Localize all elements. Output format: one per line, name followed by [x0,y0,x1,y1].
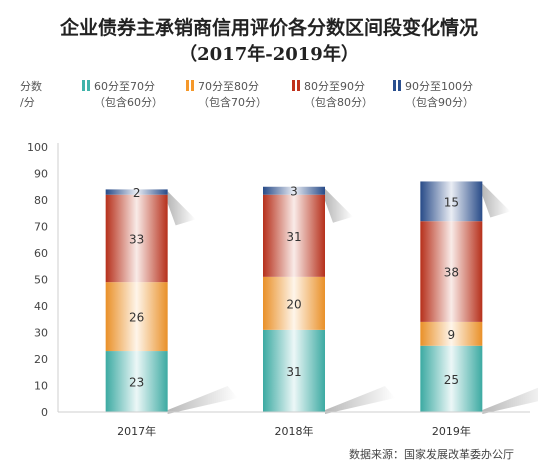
bar-segment [420,345,483,412]
y-tick-label: 50 [34,274,48,287]
chart-title: 企业债券主承销商信用评价各分数区间段变化情况 [59,16,478,39]
legend-note: （包含80分） [304,95,373,109]
legend-swatch [393,80,396,91]
data-label: 9 [448,328,456,342]
bar-top-shadow [482,183,511,218]
data-label: 15 [444,195,459,209]
data-label: 25 [444,373,459,387]
legend-item: 60分至70分 （包含60分） [82,80,163,109]
y-axis-label-line-2: /分 [20,96,35,109]
legend-item: 80分至90分 （包含80分） [292,80,373,109]
bar-top-shadow [325,188,353,223]
y-tick-label: 0 [41,406,48,419]
data-label: 23 [129,376,144,390]
y-axis-label-line-1: 分数 [20,80,42,93]
bar-stack: 31 20 31 3 [263,185,395,414]
data-label: 33 [129,232,144,246]
y-tick-label: 30 [34,327,48,340]
bar-segment [105,282,168,352]
legend-swatch [398,80,401,91]
y-tick-label: 20 [34,353,48,366]
legend-item: 90分至100分 （包含90分） [393,80,474,109]
data-label: 3 [290,185,298,199]
x-tick-label: 2017年 [117,424,156,438]
legend-note: （包含70分） [198,95,267,109]
y-tick-label: 60 [34,247,48,260]
data-label: 20 [286,297,301,311]
y-tick-label: 40 [34,300,48,313]
legend-swatch [297,80,300,91]
chart-subtitle: （2017年-2019年） [179,43,359,65]
legend-label: 80分至90分 [304,80,365,93]
legend: 60分至70分 （包含60分） 70分至80分 （包含70分） 80分至90分 （包含80… [82,80,474,109]
bar-segment [263,194,325,277]
bar-floor-shadow [167,386,238,414]
y-tick-label: 80 [34,194,48,207]
legend-swatch [87,80,90,91]
bar-segment [263,329,325,412]
bar-floor-shadow [482,387,538,414]
x-axis: 2017年 2018年 2019年 [58,411,530,438]
data-label: 38 [444,266,459,280]
y-tick-label: 70 [34,221,48,234]
data-label: 31 [286,365,301,379]
bar-segment [263,276,325,330]
x-tick-label: 2019年 [432,424,471,438]
bar-stack: 23 26 33 2 [105,186,238,414]
legend-label: 70分至80分 [198,80,259,93]
legend-note: （包含60分） [94,95,163,109]
bar-segment [420,181,483,222]
legend-label: 90分至100分 [405,80,473,93]
data-label: 26 [129,311,144,325]
y-tick-label: 10 [34,380,48,393]
legend-swatch [292,80,295,91]
legend-swatch [82,80,85,91]
bar-segment [420,321,483,346]
bar-stack: 25 9 38 15 [420,181,538,414]
bar-segment [105,194,168,283]
data-label: 31 [286,230,301,244]
bar-segment [105,351,168,412]
y-axis: 0 10 20 30 40 50 60 70 80 90 100 [27,141,59,419]
bars: 23 26 33 2 31 20 31 3 25 9 38 15 [105,181,538,414]
data-label: 2 [133,186,141,200]
legend-note: （包含90分） [405,95,474,109]
legend-swatch [186,80,189,91]
y-tick-label: 100 [27,141,48,154]
data-source-note: 数据来源：国家发展改革委办公厅 [349,447,514,461]
x-tick-label: 2018年 [275,424,314,438]
legend-item: 70分至80分 （包含70分） [186,80,267,109]
bar-segment [105,189,168,195]
legend-label: 60分至70分 [94,80,155,93]
y-tick-label: 90 [34,168,48,181]
bar-segment [420,221,483,322]
bar-floor-shadow [325,386,395,414]
bar-top-shadow [167,191,196,226]
bar-segment [263,186,325,195]
legend-swatch [191,80,194,91]
